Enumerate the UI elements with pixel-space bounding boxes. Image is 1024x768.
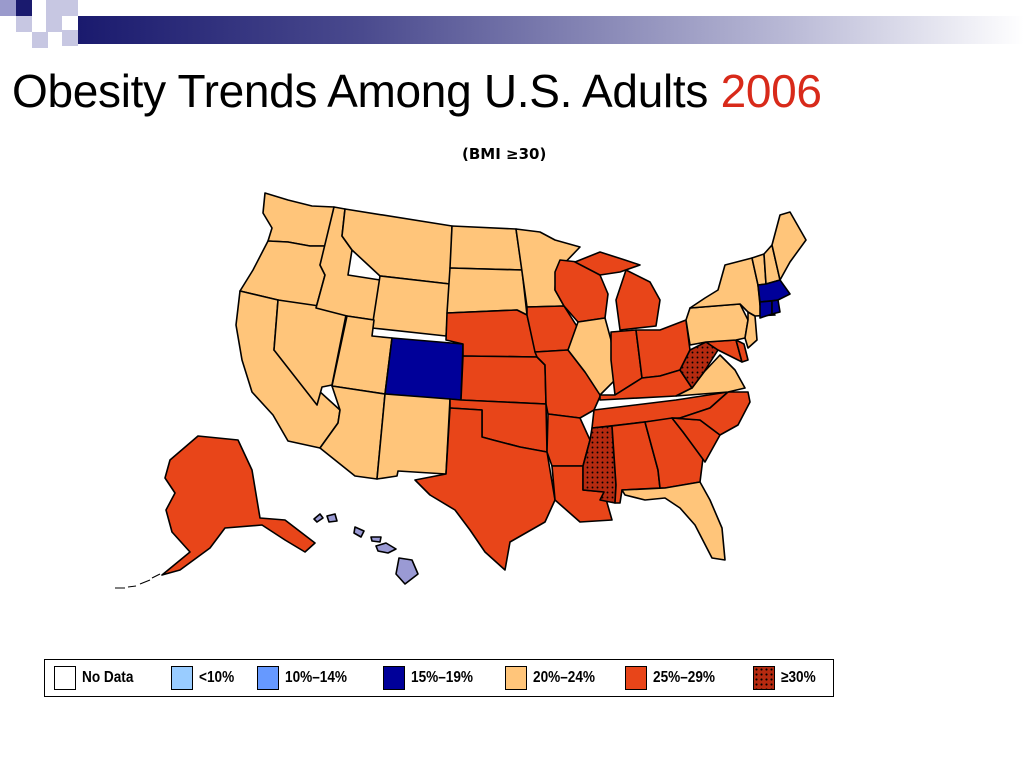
decor-square-2 xyxy=(16,0,32,16)
state-nm xyxy=(376,393,451,480)
state-wa xyxy=(262,192,335,247)
state-wy xyxy=(371,275,451,337)
legend-label: 10%–14% xyxy=(285,669,348,686)
decor-square-8 xyxy=(62,30,78,46)
legend-label: ≥30% xyxy=(781,669,816,686)
hawaii-island-maui xyxy=(375,542,397,554)
hawaii-island-kauai xyxy=(313,513,324,523)
decor-square-6 xyxy=(46,16,62,32)
legend-label: 15%–19% xyxy=(411,669,474,686)
title-year: 2006 xyxy=(720,65,822,117)
hawaii-island-big xyxy=(395,557,419,585)
decor-square-7 xyxy=(32,32,48,48)
state-de xyxy=(735,339,749,363)
header-gradient-bar xyxy=(78,16,1024,44)
legend-swatch xyxy=(505,666,527,690)
state-mt xyxy=(341,208,453,285)
state-tx xyxy=(414,407,556,571)
legend-swatch xyxy=(625,666,647,690)
state-ar xyxy=(546,413,591,467)
state-ks xyxy=(460,355,547,405)
legend-label: <10% xyxy=(199,669,235,686)
decor-square-1 xyxy=(0,0,16,16)
state-il xyxy=(567,317,616,396)
decor-square-4 xyxy=(62,0,78,16)
title-main: Obesity Trends Among U.S. Adults xyxy=(12,65,709,117)
legend-swatch xyxy=(257,666,279,690)
state-pa xyxy=(685,303,749,346)
state-ak xyxy=(161,435,316,576)
legend-label: 25%–29% xyxy=(653,669,716,686)
state-ri xyxy=(771,299,781,315)
legend-swatch xyxy=(54,666,76,690)
decor-square-3 xyxy=(46,0,62,16)
decor-square-5 xyxy=(16,16,32,32)
state-hi xyxy=(313,513,419,585)
hawaii-island-oahu xyxy=(326,513,338,523)
state-sd xyxy=(446,267,528,316)
legend-label: No Data xyxy=(82,669,134,686)
state-wi xyxy=(554,259,609,323)
slide-subtitle: (BMI ≥30) xyxy=(462,145,547,163)
state-nd xyxy=(449,225,523,271)
state-me xyxy=(771,211,807,281)
slide-title: Obesity Trends Among U.S. Adults 2006 xyxy=(12,64,822,118)
state-mi-up xyxy=(574,251,641,276)
state-nc xyxy=(671,391,751,436)
legend-swatch xyxy=(171,666,193,690)
hawaii-island-molokai xyxy=(353,526,365,538)
legend-label: 20%–24% xyxy=(533,669,596,686)
aleutian-islands xyxy=(115,573,161,589)
state-co xyxy=(384,337,464,401)
state-fl xyxy=(621,481,726,561)
legend-swatch xyxy=(753,666,775,690)
hawaii-island-lanai xyxy=(370,536,382,543)
state-mi xyxy=(615,269,661,331)
map-legend: No Data <10% 10%–14% 15%–19% 20%–24% 25%–29% ≥… xyxy=(44,659,834,697)
legend-swatch xyxy=(383,666,405,690)
